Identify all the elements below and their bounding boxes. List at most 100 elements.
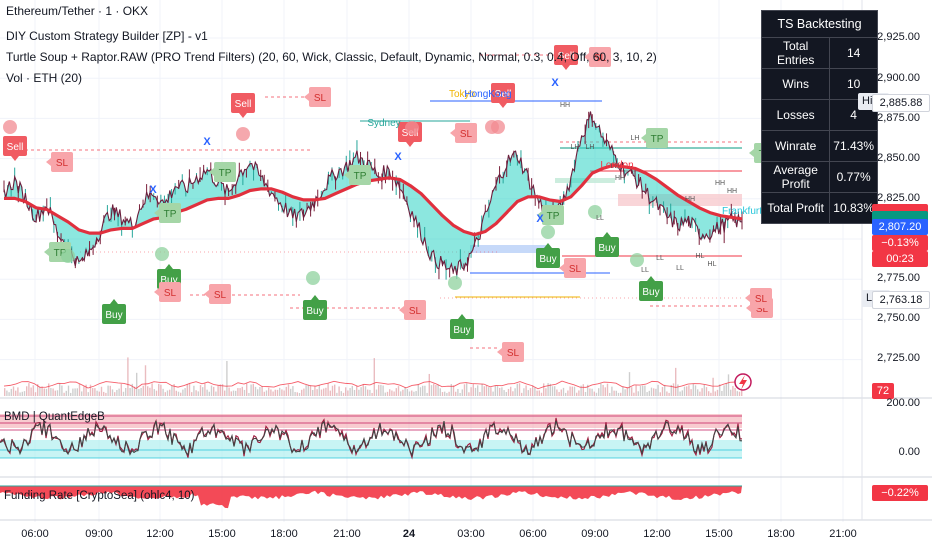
volume-bar xyxy=(270,389,272,396)
volume-bar xyxy=(15,390,17,396)
volume-bar xyxy=(716,389,719,396)
tp-text: TP xyxy=(164,209,177,220)
volume-bar xyxy=(323,388,325,396)
volume-bar xyxy=(191,392,193,396)
volume-bar xyxy=(441,392,444,396)
volume-bar xyxy=(556,389,558,396)
buy-box xyxy=(303,300,327,320)
pointer xyxy=(603,232,611,237)
volume-bar xyxy=(725,383,727,396)
volume-bar xyxy=(239,388,241,396)
sl-text: SL xyxy=(460,129,473,140)
session-label: Frankfurt xyxy=(722,206,762,217)
swing-label: HH xyxy=(685,196,695,203)
time-tick: 09:00 xyxy=(581,528,609,540)
session-label: Tokyo xyxy=(449,89,476,100)
volume-bar xyxy=(276,389,279,396)
volume-bar xyxy=(34,392,37,396)
volume-bar xyxy=(265,390,268,396)
volume-bar xyxy=(433,383,435,396)
volume-bar xyxy=(507,388,510,396)
volume-bar xyxy=(147,386,149,396)
sell-text: Sell xyxy=(558,51,575,62)
volume-bar xyxy=(171,385,173,396)
funding-pane-label[interactable]: Funding Rate [CryptoSea] (ohlc4, 10) xyxy=(4,490,195,502)
volume-bar xyxy=(626,387,628,396)
bmd-pane-label[interactable]: BMD | QuantEdgeB xyxy=(4,411,105,423)
indicator-strategy-builder[interactable]: DIY Custom Strategy Builder [ZP] - v1 xyxy=(6,29,208,43)
volume-bar xyxy=(287,384,290,396)
volume-bar xyxy=(523,388,525,396)
volume-bar xyxy=(180,392,182,396)
sl-box xyxy=(159,282,181,302)
volume-bar xyxy=(705,387,708,396)
x-mark: X xyxy=(203,136,211,148)
volume-bar xyxy=(272,391,274,396)
volume-bar xyxy=(226,361,228,396)
volume-bar xyxy=(248,392,250,396)
bmd-upper-band xyxy=(0,414,742,428)
pointer xyxy=(458,314,466,319)
volume-bar xyxy=(650,387,653,396)
volume-bar xyxy=(149,387,151,396)
volume-bar xyxy=(210,385,213,396)
pointer xyxy=(641,134,646,142)
sl-text: SL xyxy=(756,304,769,315)
sl-signal: SL xyxy=(46,152,73,172)
volume-bar xyxy=(554,386,556,396)
buy-text: Buy xyxy=(306,306,323,317)
volume-bar xyxy=(639,386,642,396)
volume-bar xyxy=(360,387,362,396)
volume-bar xyxy=(415,391,417,396)
pointer xyxy=(745,294,750,302)
volume-bar xyxy=(195,390,197,396)
volume-bar xyxy=(177,391,180,396)
volume-bar xyxy=(309,385,312,396)
volume-bar xyxy=(734,387,736,396)
indicator-volume[interactable]: Vol · ETH (20) xyxy=(6,71,83,85)
volume-bar xyxy=(679,391,681,396)
volume-bar xyxy=(479,392,481,396)
volume-bar xyxy=(356,385,358,396)
time-tick: 12:00 xyxy=(643,528,671,540)
volume-bar xyxy=(237,388,239,396)
volume-bar xyxy=(543,383,545,396)
indicator-turtle-soup[interactable]: Turtle Soup + Raptor.RAW (PRO Trend Filt… xyxy=(6,50,657,64)
volume-bar xyxy=(466,383,468,396)
sl-box xyxy=(309,87,331,107)
symbol-title[interactable]: Ethereum/Tether · 1 · OKX xyxy=(6,4,149,18)
volume-bar xyxy=(373,358,375,396)
volume-bar xyxy=(613,390,615,396)
volume-bar xyxy=(646,392,648,396)
volume-bar xyxy=(672,383,675,396)
volume-ma-line xyxy=(3,380,743,390)
volume-bar xyxy=(228,387,230,396)
high-value: 2,885.88 xyxy=(872,94,930,112)
volume-bar xyxy=(576,392,578,396)
sl-box xyxy=(750,288,772,308)
buy-box xyxy=(536,248,560,268)
signal-circle xyxy=(155,247,169,261)
volume-bar xyxy=(404,386,406,396)
time-tick: 15:00 xyxy=(208,528,236,540)
sl-text: SL xyxy=(755,294,768,305)
buy-signal: Buy xyxy=(536,243,560,268)
bt-value: 71.43% xyxy=(829,130,878,162)
volume-bar xyxy=(712,377,714,396)
pointer xyxy=(311,295,319,300)
pointer xyxy=(406,142,414,147)
volume-bar xyxy=(444,391,446,396)
sr-bands xyxy=(25,54,742,349)
volume-bar xyxy=(666,391,668,396)
sl-text: SL xyxy=(214,290,227,301)
volume-bar xyxy=(538,390,540,396)
buy-text: Buy xyxy=(160,275,177,286)
buy-text: Buy xyxy=(105,310,122,321)
volume-bar xyxy=(250,384,252,396)
volume-bar xyxy=(19,392,21,396)
volume-bar xyxy=(193,385,195,396)
volume-bar xyxy=(402,389,404,396)
volume-bar xyxy=(217,385,219,396)
pointer xyxy=(647,276,655,281)
